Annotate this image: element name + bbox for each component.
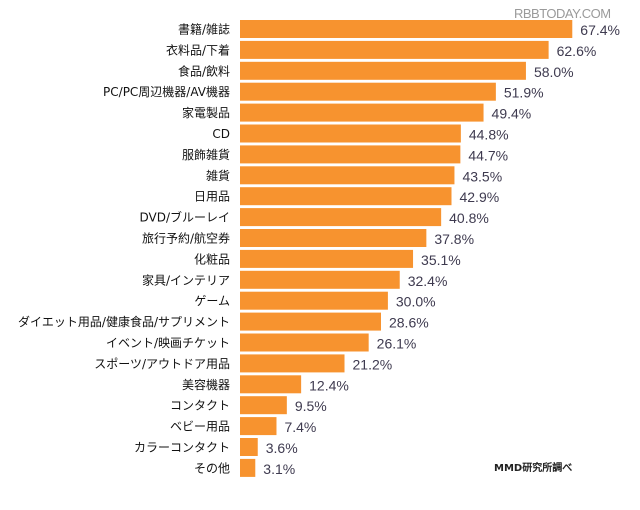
category-label: PC/PC周辺機器/AV機器: [103, 84, 230, 99]
bar-row: ベビー用品 7.4%: [170, 417, 316, 436]
bar-row: PC/PC周辺機器/AV機器 51.9%: [103, 82, 544, 101]
category-label: 家電製品: [182, 105, 230, 120]
bar: [240, 396, 287, 415]
category-label: カラーコンタクト: [134, 441, 230, 455]
bar: [240, 375, 302, 394]
value-label: 32.4%: [408, 273, 448, 289]
category-label: イベント/映画チケット: [106, 336, 230, 350]
bar-row: コンタクト 9.5%: [170, 396, 327, 415]
value-label: 21.2%: [353, 356, 393, 372]
bar-row: CD 44.8%: [212, 124, 509, 143]
value-label: 7.4%: [284, 419, 316, 435]
category-label: ベビー用品: [170, 420, 230, 434]
bar: [240, 354, 345, 373]
category-label: 雑貨: [206, 168, 230, 183]
category-label: 日用品: [194, 190, 230, 204]
bar: [240, 82, 496, 101]
bar: [240, 458, 256, 477]
value-label: 28.6%: [389, 315, 429, 331]
category-label: ダイエット用品/健康食品/サプリメント: [18, 314, 230, 329]
value-label: 35.1%: [421, 252, 461, 268]
bar-row: DVD/ブルーレイ 40.8%: [139, 208, 489, 227]
source-note: MMD研究所調べ: [494, 463, 573, 474]
value-label: 62.6%: [557, 43, 597, 59]
bar-row: 家電製品 49.4%: [182, 103, 532, 122]
bar-row: ゲーム 30.0%: [194, 291, 436, 310]
category-label: 衣料品/下着: [166, 42, 230, 57]
value-label: 44.7%: [468, 147, 508, 163]
category-label: 化粧品: [194, 252, 230, 266]
category-label: その他: [194, 461, 230, 475]
value-label: 58.0%: [534, 64, 574, 80]
bar: [240, 291, 388, 310]
bar-row: 旅行予約/航空券 37.8%: [142, 229, 474, 247]
bar-row: 服飾雑貨 44.7%: [182, 145, 508, 164]
value-label: 37.8%: [434, 231, 474, 247]
bar: [240, 249, 414, 268]
value-label: 3.6%: [266, 440, 298, 456]
bar: [240, 61, 526, 80]
category-label: CD: [212, 127, 230, 141]
value-label: 49.4%: [492, 106, 532, 122]
value-label: 51.9%: [504, 85, 544, 101]
bar: [240, 208, 442, 227]
bar-row: 化粧品 35.1%: [194, 249, 461, 268]
value-label: 3.1%: [263, 461, 295, 477]
bar: [240, 438, 258, 456]
bar: [240, 103, 484, 122]
bar-row: カラーコンタクト 3.6%: [134, 438, 298, 456]
value-label: 12.4%: [309, 377, 349, 393]
bar-row: 美容機器 12.4%: [182, 375, 349, 394]
category-label: 服飾雑貨: [182, 147, 230, 162]
value-label: 30.0%: [396, 294, 436, 310]
value-label: 44.8%: [469, 127, 509, 143]
value-label: 43.5%: [462, 168, 502, 184]
bar: [240, 40, 549, 59]
category-label: 食品/飲料: [178, 63, 230, 78]
value-label: 40.8%: [449, 210, 489, 226]
value-label: 26.1%: [377, 336, 417, 352]
bar: [240, 417, 277, 436]
bar-row: イベント/映画チケット 26.1%: [106, 333, 417, 352]
bar: [240, 20, 573, 38]
bar: [240, 270, 400, 289]
category-label: コンタクト: [170, 399, 230, 413]
category-label: ゲーム: [194, 294, 230, 308]
bar-row: 衣料品/下着 62.6%: [166, 40, 597, 59]
bar-row: 雑貨 43.5%: [206, 166, 502, 185]
bar-row: ダイエット用品/健康食品/サプリメント 28.6%: [18, 312, 429, 331]
bar: [240, 187, 452, 206]
category-label: 家具/インテリア: [142, 272, 230, 287]
value-label: 9.5%: [295, 398, 327, 414]
bar: [240, 145, 461, 164]
value-label: 67.4%: [580, 22, 620, 38]
bar: [240, 124, 461, 143]
bar-row: 日用品 42.9%: [194, 187, 499, 206]
category-label: 旅行予約/航空券: [142, 231, 230, 246]
bar-row: 書籍/雑誌 67.4%: [178, 20, 620, 38]
value-label: 42.9%: [459, 189, 499, 205]
category-label: 書籍/雑誌: [178, 22, 230, 37]
bar-row: スポーツ/アウトドア用品 21.2%: [94, 354, 393, 373]
watermark: RBBTODAY.COM: [514, 6, 611, 21]
category-label: DVD/ブルーレイ: [139, 210, 230, 225]
bar: [240, 229, 427, 247]
bar-row: 食品/飲料 58.0%: [178, 61, 574, 80]
bar: [240, 312, 381, 331]
category-label: 美容機器: [182, 377, 230, 392]
bar: [240, 166, 455, 185]
bar-row: その他 3.1%: [194, 458, 295, 477]
category-label: スポーツ/アウトドア用品: [94, 357, 230, 371]
bar: [240, 333, 369, 352]
bar-row: 家具/インテリア 32.4%: [142, 270, 448, 289]
